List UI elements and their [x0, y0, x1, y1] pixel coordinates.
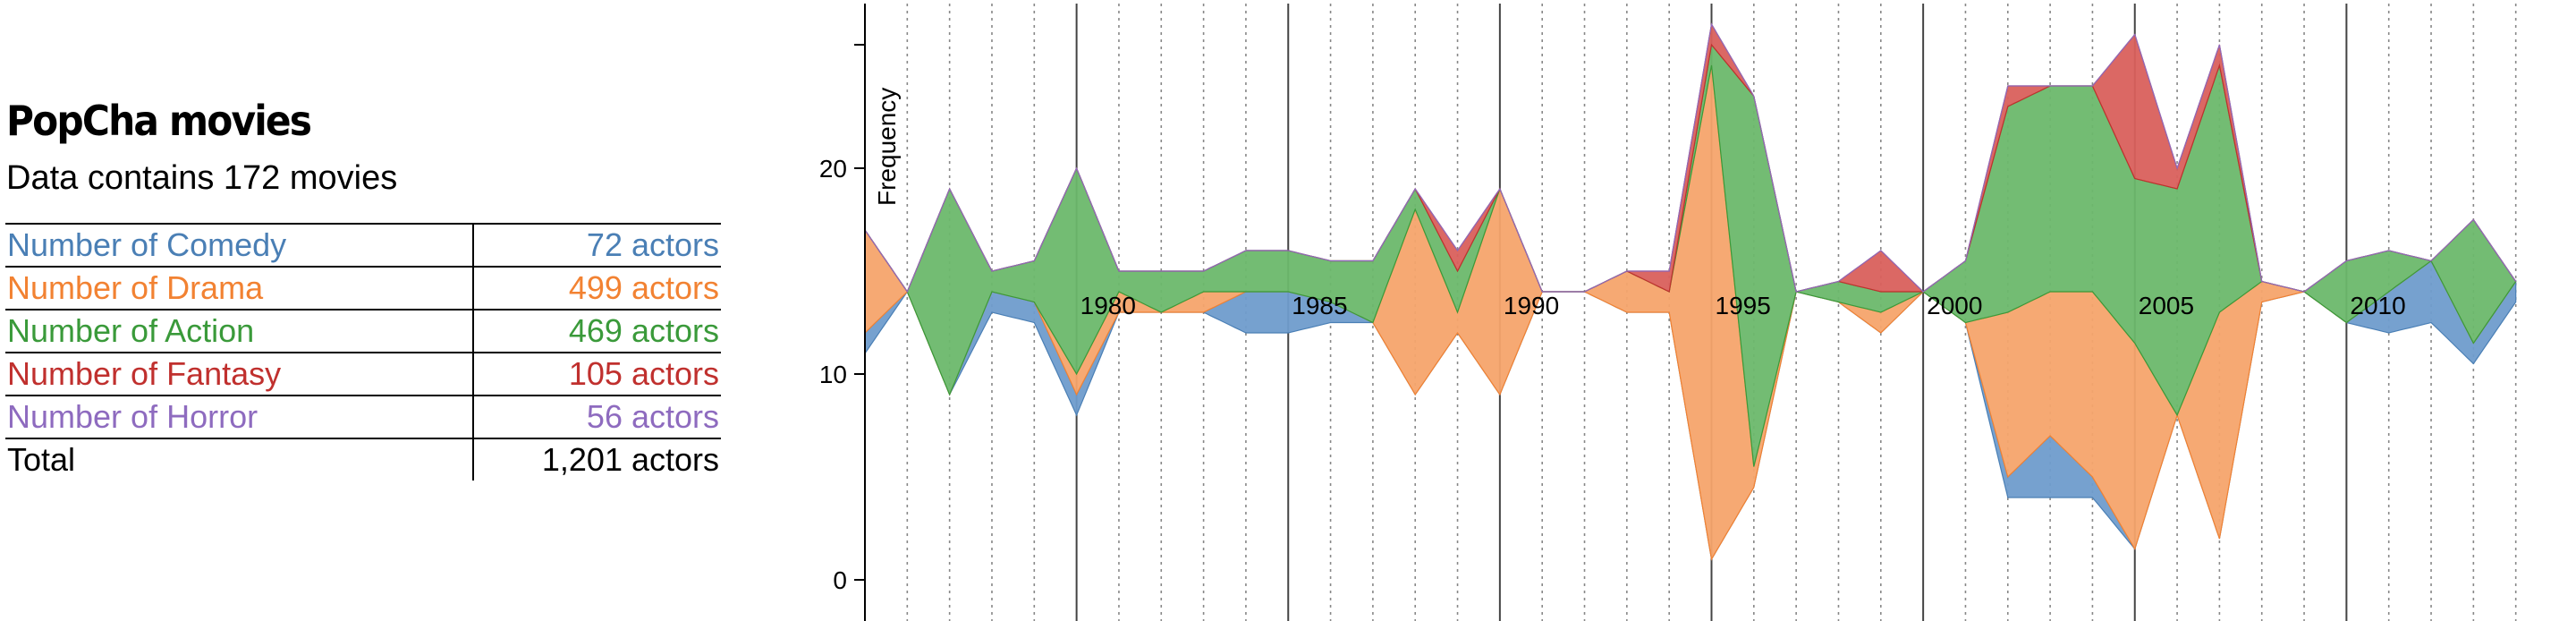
summary-row: Total 1,201 actors — [5, 438, 721, 481]
x-tick-label: 2005 — [2139, 292, 2194, 319]
summary-row-label: Number of Fantasy — [5, 352, 473, 396]
summary-panel: PopCha movies Data contains 172 movies N… — [0, 0, 733, 621]
y-tick-label: 10 — [819, 361, 847, 388]
summary-row-label: Total — [5, 438, 473, 481]
y-tick-label: 20 — [819, 155, 847, 183]
summary-row: Number of Drama 499 actors — [5, 266, 721, 310]
summary-row-value: 72 actors — [472, 223, 721, 267]
summary-row-value: 469 actors — [472, 309, 721, 353]
x-tick-label: 1985 — [1292, 292, 1347, 319]
x-tick-label: 2010 — [2350, 292, 2405, 319]
summary-row-value: 105 actors — [472, 352, 721, 396]
x-tick-label: 1990 — [1504, 292, 1559, 319]
y-tick-label: 0 — [833, 566, 847, 594]
stream-layer-horror — [864, 22, 2517, 293]
page-subtitle: Data contains 172 movies — [6, 159, 398, 197]
summary-row: Number of Fantasy 105 actors — [5, 352, 721, 396]
summary-table: Number of Comedy 72 actors Number of Drama… — [5, 223, 721, 481]
y-axis-label: Frequency — [873, 88, 901, 206]
x-year-labels: 1980 1985 1990 1995 2000 2005 2010 — [1080, 292, 2406, 319]
page-title: PopCha movies — [6, 97, 312, 145]
summary-row-label: Number of Comedy — [5, 223, 473, 267]
summary-row-value: 56 actors — [472, 395, 721, 438]
summary-row-value: 1,201 actors — [472, 438, 721, 481]
summary-row-label: Number of Drama — [5, 266, 473, 310]
x-tick-label: 2000 — [1927, 292, 1982, 319]
x-tick-label: 1995 — [1716, 292, 1771, 319]
x-tick-label: 1980 — [1080, 292, 1136, 319]
summary-row: Number of Comedy 72 actors — [5, 223, 721, 267]
stream-layers — [864, 22, 2517, 561]
y-axis: 0 10 20 Frequency — [819, 4, 901, 621]
summary-row-label: Number of Action — [5, 309, 473, 353]
summary-row-label: Number of Horror — [5, 395, 473, 438]
summary-row-value: 499 actors — [472, 266, 721, 310]
summary-row: Number of Action 469 actors — [5, 309, 721, 353]
summary-row: Number of Horror 56 actors — [5, 395, 721, 438]
